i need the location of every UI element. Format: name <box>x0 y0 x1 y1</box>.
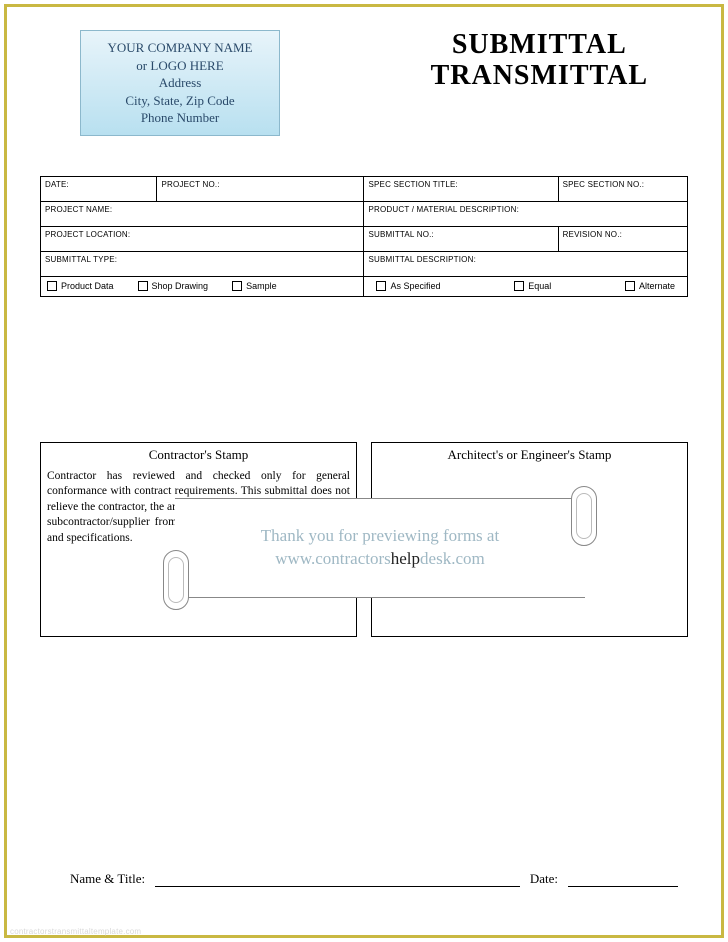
label-project-name: PROJECT NAME: <box>45 205 112 214</box>
checkbox-icon <box>47 281 57 291</box>
watermark-pre: www.contractors <box>275 549 391 568</box>
logo-line-5: Phone Number <box>87 109 273 127</box>
contractor-stamp-title: Contractor's Stamp <box>47 447 350 463</box>
label-project-location: PROJECT LOCATION: <box>45 230 130 239</box>
label-submittal-no: SUBMITTAL NO.: <box>368 230 433 239</box>
info-table: DATE: PROJECT NO.: SPEC SECTION TITLE: S… <box>40 176 688 297</box>
check-sample[interactable]: Sample <box>232 281 277 291</box>
watermark-body: Thank you for previewing forms at www.co… <box>175 498 585 598</box>
check-alternate[interactable]: Alternate <box>625 281 675 291</box>
check-equal[interactable]: Equal <box>514 281 551 291</box>
label-revision-no: REVISION NO.: <box>563 230 623 239</box>
label-project-no: PROJECT NO.: <box>161 180 219 189</box>
architect-stamp-title: Architect's or Engineer's Stamp <box>378 447 681 463</box>
page-title: SUBMITTAL TRANSMITTAL <box>431 30 648 92</box>
checkbox-icon <box>514 281 524 291</box>
label-submittal-desc: SUBMITTAL DESCRIPTION: <box>368 255 476 264</box>
watermark-line-1: Thank you for previewing forms at <box>261 525 499 548</box>
signature-row: Name & Title: Date: <box>70 871 678 887</box>
scroll-curl-left-icon <box>163 550 189 610</box>
checkbox-icon <box>376 281 386 291</box>
label-spec-section-title: SPEC SECTION TITLE: <box>368 180 457 189</box>
label-name-title: Name & Title: <box>70 871 145 887</box>
footer-watermark: contractorstransmittaltemplate.com <box>10 927 141 936</box>
check-label: Equal <box>528 281 551 291</box>
title-line-2: TRANSMITTAL <box>431 61 648 92</box>
watermark-post: desk.com <box>420 549 485 568</box>
label-submittal-type: SUBMITTAL TYPE: <box>45 255 117 264</box>
check-shop-drawing[interactable]: Shop Drawing <box>138 281 209 291</box>
check-label: Product Data <box>61 281 114 291</box>
check-product-data[interactable]: Product Data <box>47 281 114 291</box>
title-line-1: SUBMITTAL <box>431 30 648 61</box>
check-label: Alternate <box>639 281 675 291</box>
name-title-line[interactable] <box>155 873 520 887</box>
check-as-specified[interactable]: As Specified <box>376 281 440 291</box>
check-label: As Specified <box>390 281 440 291</box>
logo-placeholder: YOUR COMPANY NAME or LOGO HERE Address C… <box>80 30 280 136</box>
date-line[interactable] <box>568 873 678 887</box>
checkbox-icon <box>625 281 635 291</box>
watermark-scroll: Thank you for previewing forms at www.co… <box>155 498 605 608</box>
page: YOUR COMPANY NAME or LOGO HERE Address C… <box>0 0 728 942</box>
check-label: Sample <box>246 281 277 291</box>
submittal-desc-options: As Specified Equal Alternate <box>370 281 681 291</box>
label-sign-date: Date: <box>530 871 558 887</box>
label-date: DATE: <box>45 180 69 189</box>
label-spec-section-no: SPEC SECTION NO.: <box>563 180 645 189</box>
logo-line-2: or LOGO HERE <box>87 57 273 75</box>
checkbox-icon <box>138 281 148 291</box>
watermark-line-2: www.contractorshelpdesk.com <box>275 548 484 571</box>
label-product-desc: PRODUCT / MATERIAL DESCRIPTION: <box>368 205 519 214</box>
logo-line-3: Address <box>87 74 273 92</box>
check-label: Shop Drawing <box>152 281 209 291</box>
submittal-type-options: Product Data Shop Drawing Sample <box>47 281 357 291</box>
watermark-mid: help <box>391 549 420 568</box>
scroll-curl-right-icon <box>571 486 597 546</box>
logo-line-4: City, State, Zip Code <box>87 92 273 110</box>
checkbox-icon <box>232 281 242 291</box>
logo-line-1: YOUR COMPANY NAME <box>87 39 273 57</box>
header: YOUR COMPANY NAME or LOGO HERE Address C… <box>40 30 688 136</box>
